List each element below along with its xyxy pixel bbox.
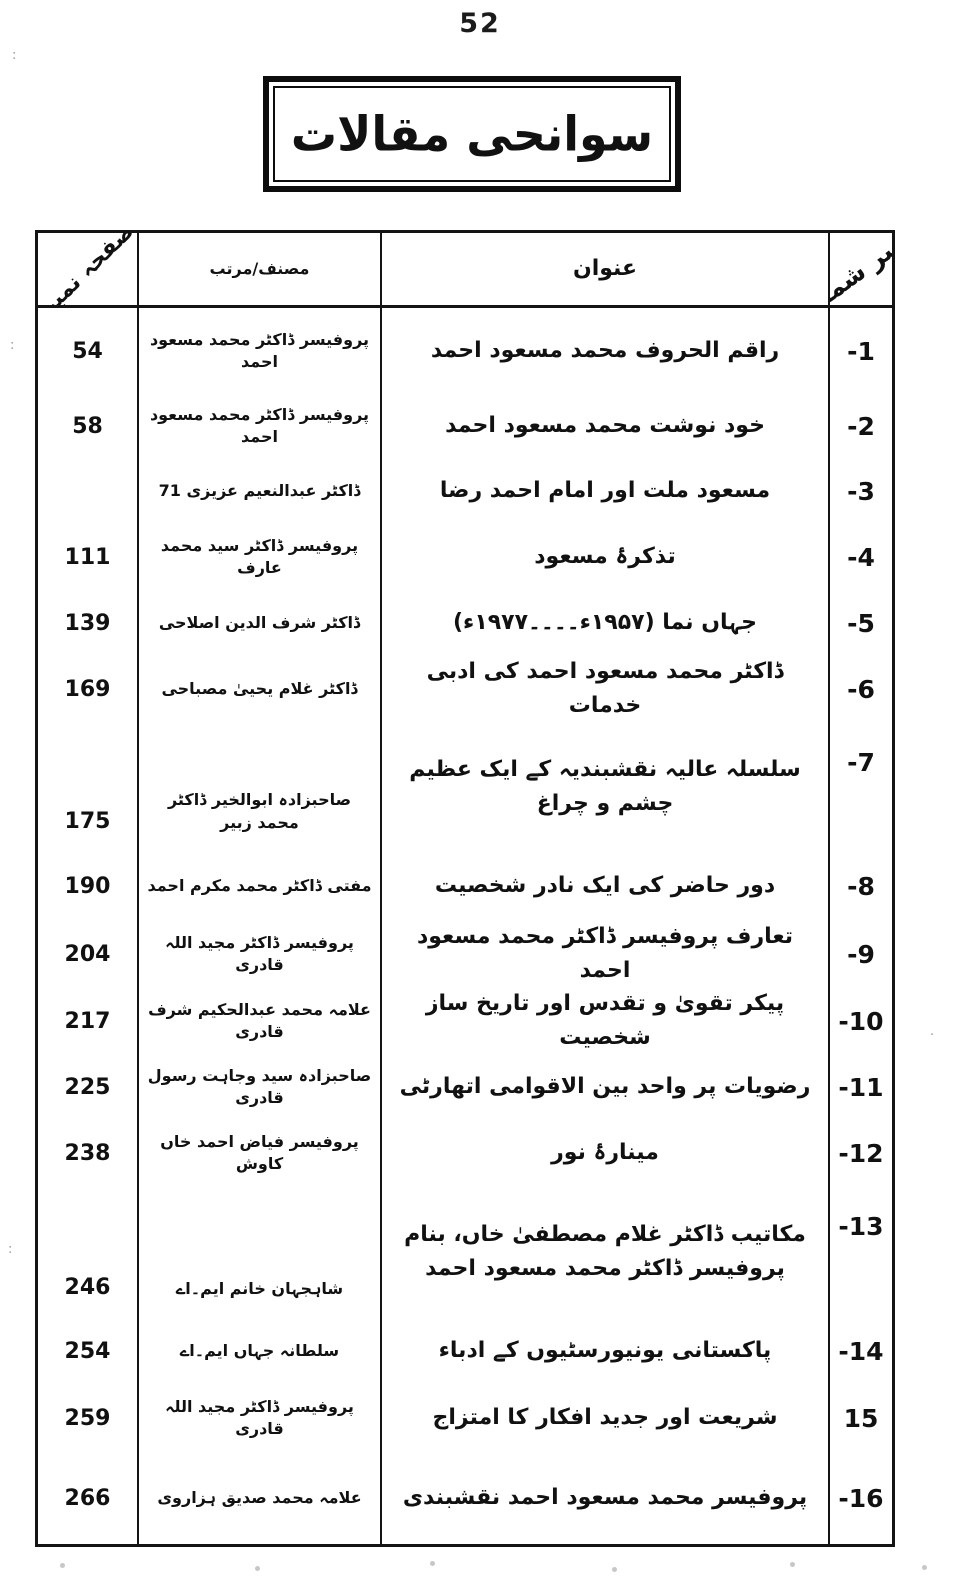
scan-speck (60, 1563, 65, 1568)
title-box-inner-frame: سوانحی مقالات (273, 86, 671, 182)
row-title: ڈاکٹر محمد مسعود احمد کی ادبی خدمات (380, 656, 828, 722)
row-title: دور حاضر کی ایک نادر شخصیت (380, 852, 828, 920)
header-serial-number: نمبر شمار (828, 233, 892, 308)
row-page: 175 (64, 809, 111, 834)
row-title: مسعود ملت اور امام احمد رضا (380, 458, 828, 524)
row-page: 238 (64, 1140, 111, 1166)
row-serial: -8 (828, 852, 892, 920)
row-title: مینارۂ نور (380, 1120, 828, 1186)
row-title: راقم الحروف محمد مسعود احمد (380, 308, 828, 394)
row-author: شاہجہان خانم ایم۔اے (137, 1186, 380, 1318)
row-page: 111 (64, 544, 111, 570)
page-number: 52 (459, 8, 501, 39)
header-page-number: صفحہ نمبر (38, 233, 137, 308)
row-author: ڈاکٹر غلام یحییٰ مصباحی (137, 656, 380, 722)
row-title: تذکرۂ مسعود (380, 524, 828, 590)
row-page (38, 458, 137, 524)
row-serial: -9 (828, 920, 892, 988)
row-title: پیکر تقویٰ و تقدس اور تاریخ ساز شخصیت (380, 988, 828, 1054)
row-page: 259 (64, 1405, 111, 1431)
row-serial: -1 (828, 308, 892, 394)
row-page: 266 (64, 1485, 111, 1511)
scan-speck (612, 1567, 617, 1572)
header-author: مصنف/مرتب (137, 233, 380, 308)
scan-speck: : (8, 1242, 13, 1257)
row-serial: -12 (828, 1120, 892, 1186)
book-title: سوانحی مقالات (290, 105, 654, 163)
scan-speck (922, 1565, 927, 1570)
title-box: سوانحی مقالات (263, 76, 681, 192)
row-serial: 15 (828, 1384, 892, 1452)
row-page: 190 (64, 873, 111, 899)
row-page: 254 (64, 1338, 111, 1364)
row-author: علامہ محمد صدیق ہزاروی (137, 1452, 380, 1544)
row-title: جہاں نما (۱۹۵۷ء۔۔۔۔۱۹۷۷ء) (380, 590, 828, 656)
row-author: پروفیسر ڈاکٹر مجید اللہ قادری (137, 1384, 380, 1452)
row-page: 58 (72, 413, 103, 439)
row-author: ڈاکٹر عبدالنعیم عزیزی 71 (137, 458, 380, 524)
scan-speck (255, 1566, 260, 1571)
scan-speck (790, 1562, 795, 1567)
row-author: صاحبزادہ سید وجاہت رسول قادری (137, 1054, 380, 1120)
header-title: عنوان (380, 233, 828, 308)
header-serial-label: نمبر شمار (828, 233, 892, 308)
row-author: پروفیسر ڈاکٹر مجید اللہ قادری (137, 920, 380, 988)
row-page: 169 (64, 676, 111, 702)
row-author: پروفیسر فیاض احمد خاں کاوش (137, 1120, 380, 1186)
row-author: پروفیسر ڈاکٹر محمد مسعود احمد (137, 394, 380, 458)
row-serial: -3 (828, 458, 892, 524)
row-title: مکاتیب ڈاکٹر غلام مصطفیٰ خاں، بنام پروفی… (380, 1186, 828, 1318)
row-serial: -13 (828, 1186, 892, 1318)
row-page: 225 (64, 1074, 111, 1100)
row-title: پروفیسر محمد مسعود احمد نقشبندی (380, 1452, 828, 1544)
scan-speck: : (10, 338, 15, 353)
row-serial: -11 (828, 1054, 892, 1120)
row-title: خود نوشت محمد مسعود احمد (380, 394, 828, 458)
row-serial: -16 (828, 1452, 892, 1544)
row-title: شریعت اور جدید افکار کا امتزاج (380, 1384, 828, 1452)
row-author: پروفیسر ڈاکٹر محمد مسعود احمد (137, 308, 380, 394)
row-author: صاحبزادہ ابوالخیر ڈاکٹر محمد زبیر (137, 722, 380, 852)
row-title: سلسلہ عالیہ نقشبندیہ کے ایک عظیم چشم و چ… (380, 722, 828, 852)
row-author: علامہ محمد عبدالحکیم شرف قادری (137, 988, 380, 1054)
row-title: پاکستانی یونیورسٹیوں کے ادباء (380, 1318, 828, 1384)
row-author: پروفیسر ڈاکٹر سید محمد عارف (137, 524, 380, 590)
row-author: مفتی ڈاکٹر محمد مکرم احمد (137, 852, 380, 920)
row-author: ڈاکٹر شرف الدین اصلاحی (137, 590, 380, 656)
row-serial: -10 (828, 988, 892, 1054)
toc-table: نمبر شمار عنوان مصنف/مرتب صفحہ نمبر -1 ر… (35, 230, 895, 1547)
row-author: سلطانہ جہاں ایم۔اے (137, 1318, 380, 1384)
row-serial: -2 (828, 394, 892, 458)
row-page: 217 (64, 1008, 111, 1034)
scan-speck: · (930, 1028, 935, 1043)
row-page: 54 (72, 338, 103, 364)
row-serial: -5 (828, 590, 892, 656)
row-serial: -4 (828, 524, 892, 590)
row-title: رضویات پر واحد بین الاقوامی اتھارٹی (380, 1054, 828, 1120)
scan-speck (430, 1561, 435, 1566)
row-serial: -14 (828, 1318, 892, 1384)
header-page-label: صفحہ نمبر (38, 233, 137, 308)
scan-speck: : (12, 48, 17, 63)
row-serial: -7 (828, 722, 892, 852)
row-page: 139 (64, 610, 111, 636)
row-serial: -6 (828, 656, 892, 722)
row-page: 204 (64, 941, 111, 967)
row-page: 246 (64, 1275, 111, 1300)
row-title: تعارف پروفیسر ڈاکٹر محمد مسعود احمد (380, 920, 828, 988)
